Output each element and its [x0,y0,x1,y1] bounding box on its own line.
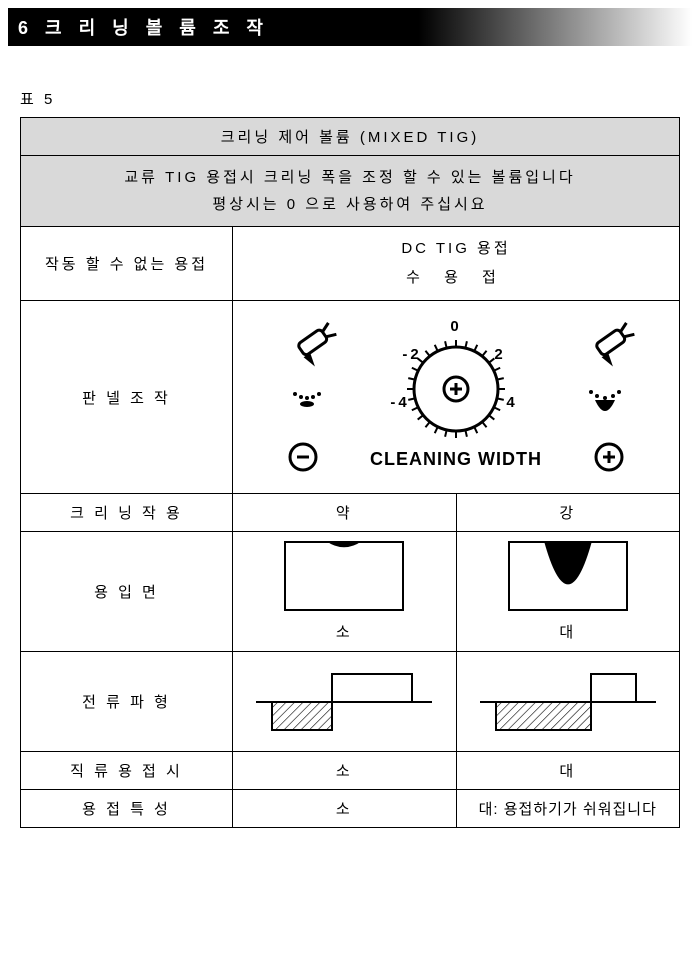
table-description: 교류 TIG 용접시 크리닝 폭을 조정 할 수 있는 볼륨입니다 평상시는 0… [21,156,680,227]
nooperate-line2: 수 용 접 [406,269,506,286]
nooperate-line1: DC TIG 용접 [401,240,510,257]
waveform-left-cell [233,652,457,752]
svg-text:-2: -2 [402,346,421,363]
penetration-small-label: 소 [237,621,452,642]
penetration-small-cell: 소 [233,532,457,652]
table-title: 크리닝 제어 볼륨 (MIXED TIG) [21,118,680,156]
cleaning-volume-table: 크리닝 제어 볼륨 (MIXED TIG) 교류 TIG 용접시 크리닝 폭을 … [20,117,680,828]
row-label-dcweld: 직 류 용 접 시 [21,752,233,790]
penetration-large-cell: 대 [456,532,680,652]
waveform-right-cell [456,652,680,752]
row-label-penetration: 용 입 면 [21,532,233,652]
cleaning-width-dial: 0 -2 -4 2 4 [241,319,671,479]
table-number-label: 표 5 [20,88,680,109]
panel-dial-cell: 0 -2 -4 2 4 [233,301,680,494]
row-value-nooperate: DC TIG 용접 수 용 접 [233,227,680,301]
character-large: 대: 용접하기가 쉬워집니다 [456,790,680,828]
dcweld-small: 소 [233,752,457,790]
dcweld-large: 대 [456,752,680,790]
desc-line2: 평상시는 0 으로 사용하여 주십시요 [212,196,487,213]
section-header: 6 크 리 닝 볼 륨 조 작 [8,8,692,46]
svg-text:-4: -4 [390,394,409,411]
cleaning-weak: 약 [233,494,457,532]
cleaning-strong: 강 [456,494,680,532]
character-small: 소 [233,790,457,828]
svg-text:2: 2 [494,346,505,363]
svg-text:0: 0 [450,319,461,335]
row-label-cleaning: 크 리 닝 작 용 [21,494,233,532]
row-label-waveform: 전 류 파 형 [21,652,233,752]
penetration-large-box [508,541,628,611]
desc-line1: 교류 TIG 용접시 크리닝 폭을 조정 할 수 있는 볼륨입니다 [124,169,575,186]
row-label-panel: 판 넬 조 작 [21,301,233,494]
penetration-small-box [284,541,404,611]
svg-text:4: 4 [506,394,517,411]
row-label-nooperate: 작동 할 수 없는 용접 [21,227,233,301]
row-label-character: 용 접 특 성 [21,790,233,828]
dial-label-text: CLEANING WIDTH [370,449,542,469]
penetration-large-label: 대 [461,621,676,642]
